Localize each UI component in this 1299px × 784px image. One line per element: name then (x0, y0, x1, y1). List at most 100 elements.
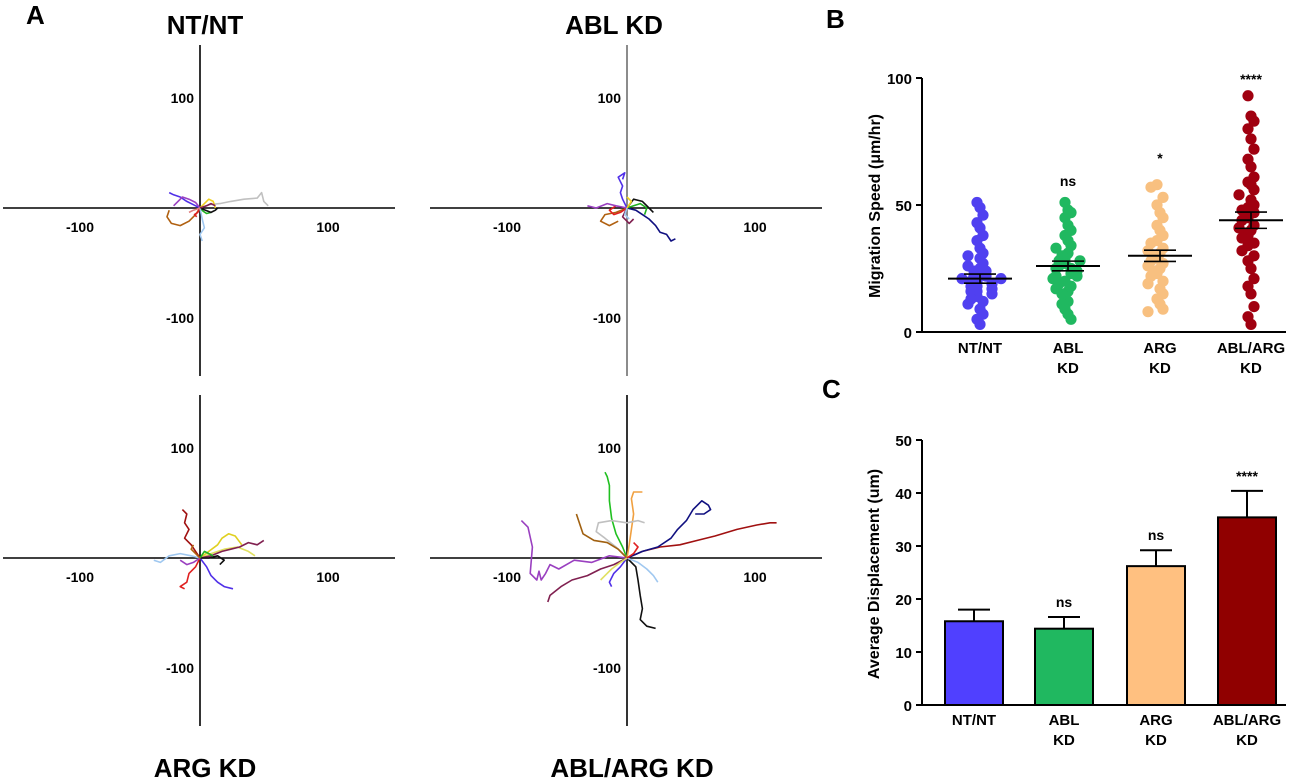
track-plot-x-tick-pos: 100 (316, 219, 340, 235)
cell-track (608, 205, 628, 216)
cell-track (626, 542, 639, 559)
cell-track (623, 207, 630, 220)
scatter-point (1245, 262, 1257, 275)
panel-b-y-axis-title: Migration Speed (μm/hr) (867, 114, 884, 298)
panel-c-y-axis-title: Average Displacement (um) (866, 469, 883, 679)
track-plot-x-tick-neg: -100 (493, 569, 521, 585)
cell-track (193, 207, 201, 218)
cell-track (199, 557, 234, 590)
scatter-point (1071, 270, 1083, 282)
scatter-point (962, 298, 974, 310)
bar-category-label: ABL/ARG (1213, 712, 1281, 729)
cell-track (608, 557, 628, 587)
cell-track (166, 207, 201, 227)
panel-b-migration-speed-chart: B Migration Speed (μm/hr) 0 50 100 NT/NT ns A… (826, 4, 1286, 377)
cell-track (199, 198, 217, 209)
cell-track (199, 532, 243, 559)
cell-track (173, 196, 201, 209)
track-plot-x-tick-neg: -100 (66, 219, 94, 235)
track-plot-1: -100 100 100 -100 NT/NT (3, 10, 395, 376)
scatter-y-tick-label: 50 (895, 198, 912, 215)
scatter-point (1157, 212, 1169, 224)
cell-track (181, 509, 201, 559)
track-plot-y-tick-neg: -100 (593, 660, 621, 676)
bar-y-tick-label: 0 (904, 698, 912, 715)
scatter-point (1065, 313, 1077, 325)
scatter-significance-label: **** (1240, 71, 1262, 87)
track-plot-y-tick-neg: -100 (166, 660, 194, 676)
bar-y-tick-label: 50 (895, 433, 912, 450)
scatter-category-label: KD (1240, 360, 1262, 377)
scatter-category-label: NT/NT (958, 340, 1002, 357)
cell-track (599, 207, 628, 227)
scatter-point (1233, 189, 1245, 201)
scatter-point (1142, 306, 1154, 318)
scatter-point (1157, 191, 1169, 203)
cell-track (190, 544, 201, 559)
scatter-significance-label: ns (1060, 173, 1077, 189)
cell-track (520, 520, 628, 581)
track-plot-x-tick-pos: 100 (316, 569, 340, 585)
panel-c-displacement-chart: C Average Displacement (um) NT/NT ns ABL KD… (822, 374, 1286, 749)
scatter-point (986, 288, 998, 300)
scatter-point (1242, 123, 1254, 135)
panel-a-track-plots: A -100 100 100 -100 NT/NT -100 100 100 -100 ABL K… (3, 0, 822, 783)
track-plot-y-tick-neg: -100 (593, 310, 621, 326)
bar (1034, 627, 1094, 706)
scatter-category-label: ABL/ARG (1217, 340, 1285, 357)
track-plot-title: ABL KD (565, 10, 663, 40)
track-plot-y-tick-pos: 100 (171, 90, 195, 106)
cell-track (626, 499, 712, 559)
scatter-point (977, 209, 989, 221)
track-plot-2: -100 100 100 -100 ABL KD (430, 10, 822, 376)
bar (1217, 516, 1277, 706)
bar-significance-label: ns (1056, 594, 1073, 610)
scatter-point (1050, 242, 1062, 254)
scatter-point (1157, 303, 1169, 315)
cell-track (179, 557, 201, 590)
bar-category-label: NT/NT (952, 712, 996, 729)
track-plot-x-tick-pos: 100 (743, 219, 767, 235)
track-plot-x-tick-neg: -100 (66, 569, 94, 585)
scatter-y-tick-label: 0 (904, 325, 912, 342)
scatter-y-tick-label: 100 (887, 71, 912, 88)
cell-track (587, 202, 628, 209)
scatter-significance-label: * (1157, 150, 1163, 166)
cell-track (199, 207, 206, 242)
scatter-point (1242, 90, 1254, 102)
cell-track (179, 557, 201, 566)
scatter-point (1142, 278, 1154, 290)
bar-significance-label: ns (1148, 527, 1165, 543)
track-plot-y-tick-pos: 100 (171, 440, 195, 456)
track-plot-title: ABL/ARG KD (550, 753, 713, 783)
scatter-point (1248, 184, 1260, 196)
scatter-point (1236, 232, 1248, 244)
cell-track (626, 491, 643, 559)
scatter-point (1248, 273, 1260, 285)
track-plot-y-tick-pos: 100 (598, 440, 622, 456)
cell-track (626, 557, 656, 630)
track-plot-y-tick-neg: -100 (166, 310, 194, 326)
bar-y-tick-label: 30 (895, 539, 912, 556)
scatter-point (1145, 181, 1157, 193)
cell-track (595, 519, 645, 559)
panel-letter-a: A (26, 0, 45, 30)
cell-track (600, 557, 628, 581)
scatter-point (1248, 115, 1260, 127)
scatter-point (1248, 301, 1260, 313)
cell-track (200, 554, 225, 566)
track-plot-4: -100 100 100 -100 ABL/ARG KD (430, 395, 822, 783)
scatter-point (1245, 161, 1257, 173)
track-plot-x-tick-pos: 100 (743, 569, 767, 585)
scatter-point (974, 318, 986, 330)
track-plot-title: ARG KD (154, 753, 257, 783)
cell-track (168, 191, 201, 209)
track-plot-x-tick-neg: -100 (493, 219, 521, 235)
scatter-point (1248, 143, 1260, 155)
bar-plot-group: NT/NT ns ABL KD ns ARG KD **** ABL/ARG KD 0 10 20 30 4… (895, 433, 1286, 749)
cell-track (199, 207, 219, 214)
bar-category-label: ARG (1139, 712, 1172, 729)
cell-track (199, 550, 214, 559)
scatter-point (1245, 133, 1257, 145)
